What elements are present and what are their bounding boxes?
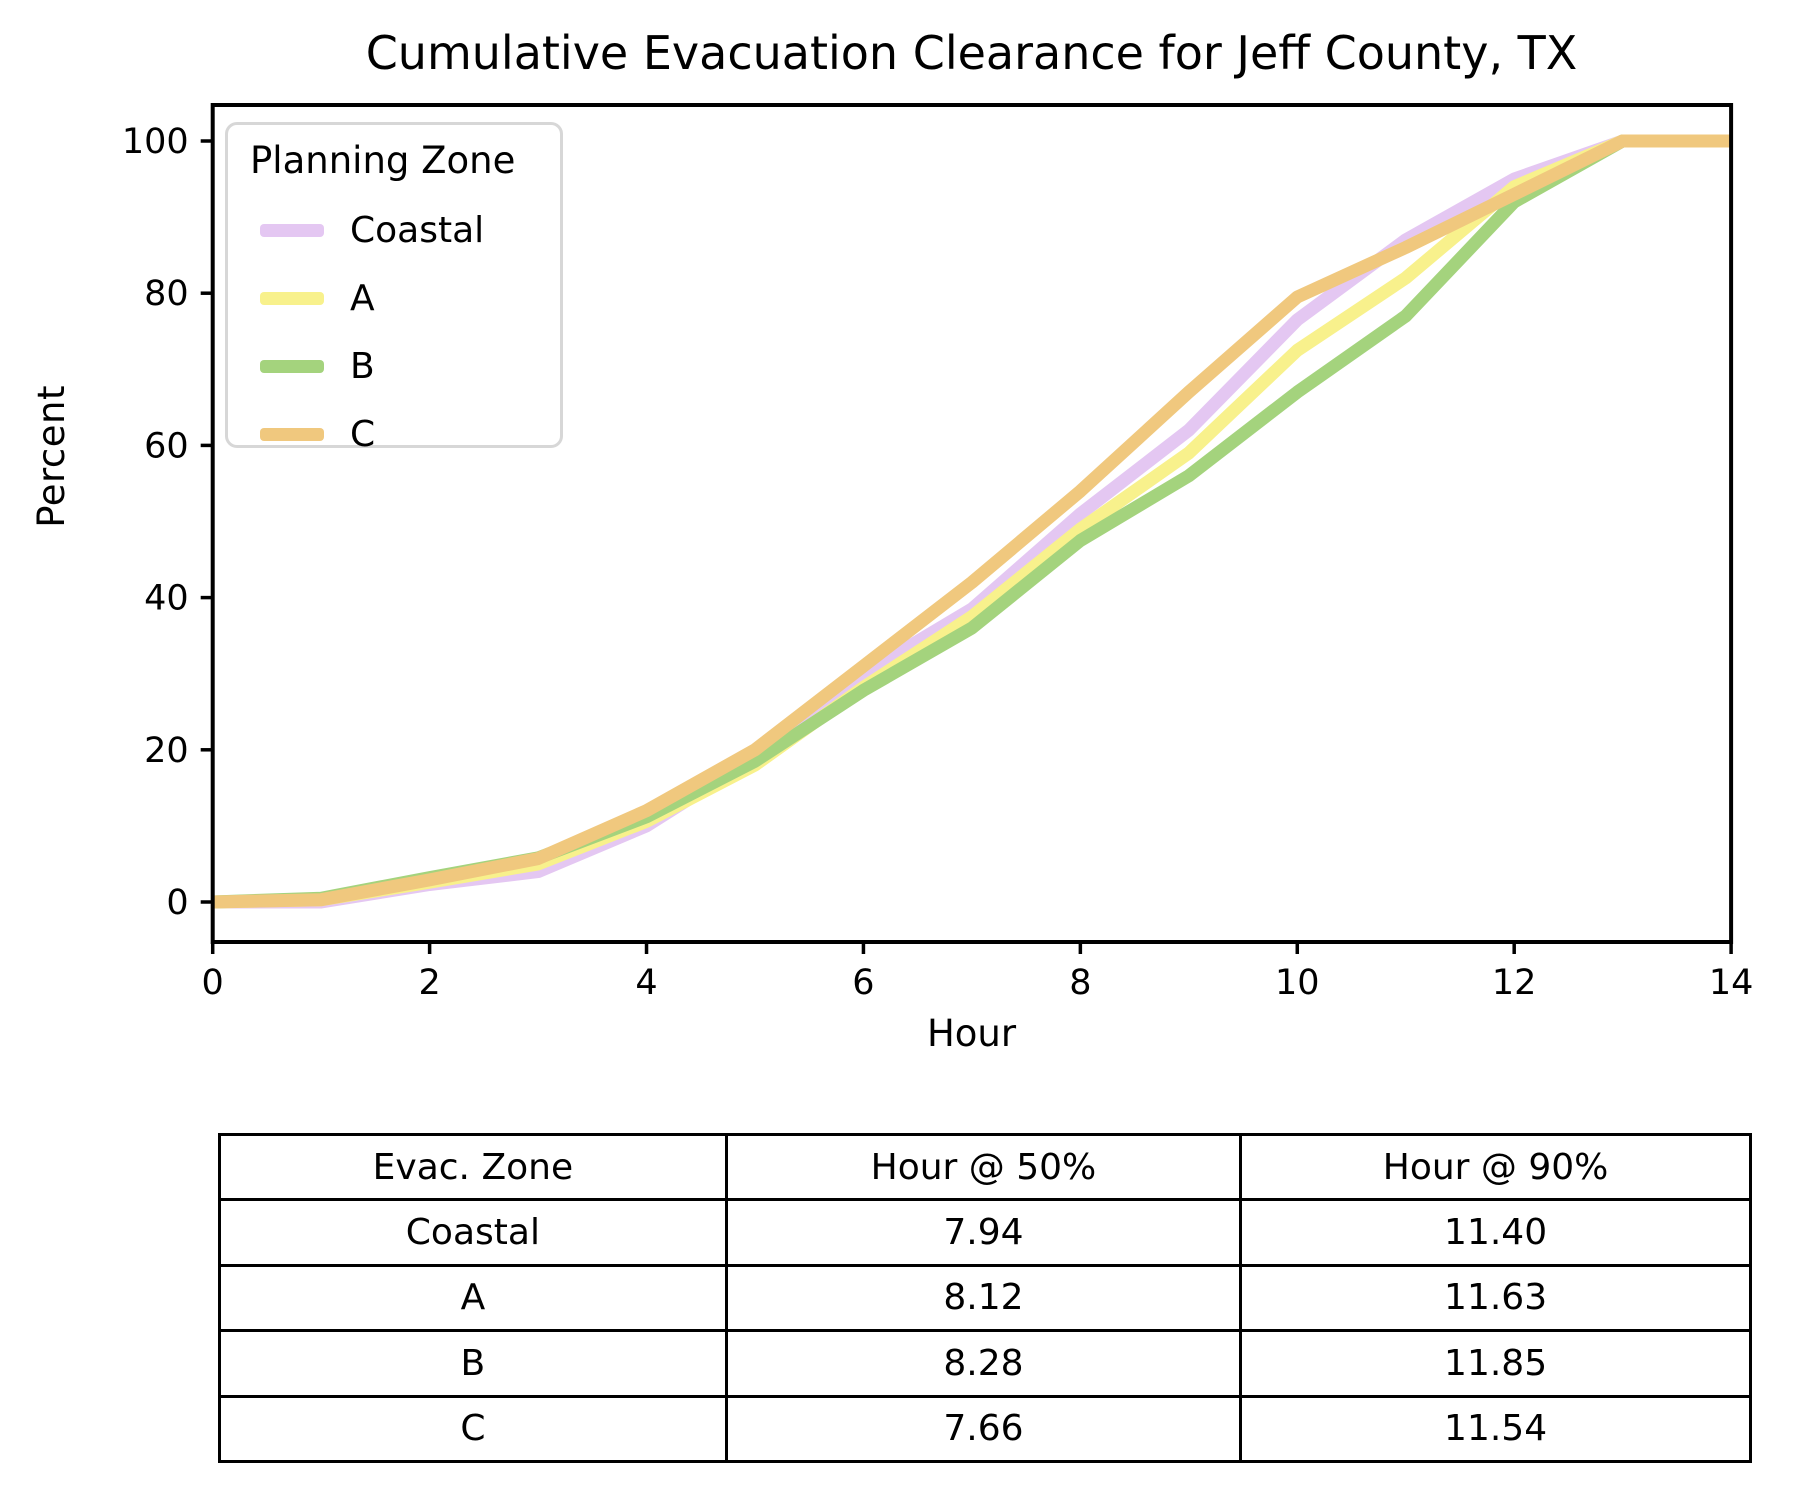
y-tick-label: 20 bbox=[144, 731, 189, 771]
legend-label: C bbox=[350, 413, 376, 455]
y-tick-label: 100 bbox=[122, 122, 189, 162]
table-row: Coastal 7.94 11.40 bbox=[218, 1198, 1752, 1267]
legend-item-coastal: Coastal bbox=[250, 196, 560, 264]
legend-swatch-c bbox=[260, 427, 324, 441]
legend-title: Planning Zone bbox=[250, 139, 516, 182]
chart-title: Cumulative Evacuation Clearance for Jeff… bbox=[365, 26, 1578, 80]
table-row: C 7.66 11.54 bbox=[218, 1394, 1752, 1464]
y-tick-label: 0 bbox=[166, 883, 188, 923]
table-cell: 8.28 bbox=[724, 1329, 1243, 1398]
x-tick-label: 10 bbox=[1275, 963, 1320, 1003]
legend-item-b: B bbox=[250, 332, 560, 400]
table-cell: 8.12 bbox=[724, 1263, 1243, 1333]
table-cell: Coastal bbox=[218, 1198, 728, 1267]
series-line-c bbox=[212, 134, 1732, 909]
y-tick-label: 40 bbox=[144, 579, 189, 619]
line-chart: 0 2 4 6 8 10 12 14 0 20 40 60 80 100 bbox=[122, 103, 1754, 1003]
table-cell: 11.85 bbox=[1239, 1329, 1752, 1398]
legend-swatch-coastal bbox=[260, 223, 324, 237]
x-axis-label: Hour bbox=[926, 1012, 1017, 1055]
legend-swatch-b bbox=[260, 359, 324, 373]
table-header-zone: Evac. Zone bbox=[218, 1132, 728, 1202]
x-tick-label: 12 bbox=[1492, 963, 1537, 1003]
x-tick-label: 4 bbox=[635, 963, 657, 1003]
legend-label: B bbox=[350, 345, 375, 387]
y-axis-label: Percent bbox=[30, 385, 73, 528]
legend-item-c: C bbox=[250, 400, 560, 468]
table-cell: C bbox=[218, 1394, 728, 1464]
table-cell: 11.40 bbox=[1239, 1198, 1752, 1267]
clearance-stats-table: Evac. Zone Hour @ 50% Hour @ 90% Coastal… bbox=[218, 1132, 1752, 1464]
table-row: A 8.12 11.63 bbox=[218, 1263, 1752, 1333]
legend-label: Coastal bbox=[350, 209, 485, 251]
y-tick-label: 80 bbox=[144, 274, 189, 314]
table-cell: 11.54 bbox=[1239, 1394, 1752, 1464]
legend-item-a: A bbox=[250, 264, 560, 332]
x-tick-label: 6 bbox=[852, 963, 874, 1003]
table-cell: B bbox=[218, 1329, 728, 1398]
x-tick-label: 14 bbox=[1709, 963, 1754, 1003]
x-tick-label: 0 bbox=[202, 963, 224, 1003]
table-cell: 7.66 bbox=[724, 1394, 1243, 1464]
legend: Planning Zone Coastal A B C bbox=[225, 122, 563, 455]
x-tick-label: 2 bbox=[418, 963, 440, 1003]
legend-label: A bbox=[350, 277, 375, 319]
table-header-hour90: Hour @ 90% bbox=[1239, 1132, 1752, 1202]
table-header-row: Evac. Zone Hour @ 50% Hour @ 90% bbox=[218, 1132, 1752, 1202]
table-cell: A bbox=[218, 1263, 728, 1333]
table-row: B 8.28 11.85 bbox=[218, 1329, 1752, 1398]
legend-swatch-a bbox=[260, 291, 324, 305]
table-header-hour50: Hour @ 50% bbox=[724, 1132, 1243, 1202]
table-cell: 7.94 bbox=[724, 1198, 1243, 1267]
plot-border bbox=[210, 103, 1734, 944]
x-tick-label: 8 bbox=[1069, 963, 1091, 1003]
y-tick-label: 60 bbox=[144, 426, 189, 466]
table-cell: 11.63 bbox=[1239, 1263, 1752, 1333]
